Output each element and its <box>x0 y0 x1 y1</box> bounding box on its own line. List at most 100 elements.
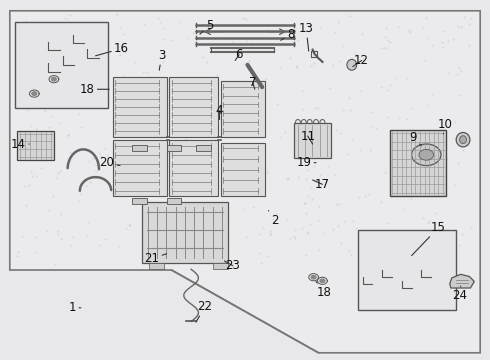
Point <box>381 35 389 40</box>
Point <box>56 57 64 62</box>
Point <box>190 234 197 240</box>
Text: 3: 3 <box>158 49 166 70</box>
Point <box>136 100 144 106</box>
Point <box>145 74 153 80</box>
Point <box>334 223 342 229</box>
Point <box>423 35 431 41</box>
Bar <box>169 77 218 137</box>
Point <box>460 14 468 20</box>
Point <box>303 229 311 235</box>
Point <box>54 229 62 234</box>
Point <box>140 129 148 135</box>
Point <box>424 102 432 108</box>
Text: 22: 22 <box>196 300 212 322</box>
Point <box>377 84 385 90</box>
Point <box>372 125 380 131</box>
Point <box>92 168 100 174</box>
Point <box>14 249 22 255</box>
Point <box>345 248 353 253</box>
Point <box>440 44 447 50</box>
Point <box>450 183 458 188</box>
Point <box>146 240 153 246</box>
Point <box>357 88 365 94</box>
Point <box>246 160 254 166</box>
Point <box>456 93 464 98</box>
Point <box>175 222 183 228</box>
Point <box>144 109 152 115</box>
Point <box>408 105 416 111</box>
Point <box>272 211 280 216</box>
Point <box>143 69 150 75</box>
Point <box>213 72 221 78</box>
Point <box>176 216 184 222</box>
Point <box>66 149 74 154</box>
Point <box>18 233 26 239</box>
Point <box>157 19 165 25</box>
Point <box>334 19 342 25</box>
Point <box>147 242 154 247</box>
Point <box>422 254 430 260</box>
Point <box>299 106 307 112</box>
Bar <box>142 202 228 263</box>
Point <box>114 243 122 249</box>
Point <box>261 169 269 175</box>
Point <box>360 58 368 64</box>
Bar <box>113 140 167 196</box>
Point <box>294 174 302 180</box>
Point <box>466 21 473 27</box>
Point <box>63 17 71 22</box>
Point <box>273 101 281 107</box>
Point <box>129 104 137 110</box>
Point <box>428 42 436 48</box>
Point <box>284 175 292 181</box>
Point <box>425 218 433 224</box>
Point <box>261 193 269 199</box>
Point <box>255 251 263 256</box>
Point <box>60 15 68 21</box>
Point <box>116 24 124 30</box>
Point <box>377 45 385 51</box>
Point <box>122 162 130 168</box>
Point <box>238 130 245 135</box>
Point <box>367 260 374 266</box>
Point <box>366 147 374 152</box>
Point <box>405 165 413 170</box>
Point <box>54 231 62 237</box>
Text: 24: 24 <box>452 286 467 302</box>
Point <box>458 231 466 237</box>
Point <box>208 121 216 127</box>
Point <box>167 37 175 43</box>
Point <box>266 228 274 234</box>
Point <box>93 162 100 168</box>
Point <box>57 212 65 217</box>
Point <box>357 147 365 153</box>
Point <box>304 129 312 134</box>
Point <box>314 217 321 223</box>
Point <box>329 226 337 232</box>
Bar <box>149 263 164 269</box>
Point <box>225 120 233 125</box>
Point <box>242 38 250 44</box>
Point <box>298 225 306 230</box>
Point <box>56 168 64 174</box>
Text: 16: 16 <box>96 42 129 56</box>
Text: 12: 12 <box>353 54 369 67</box>
Point <box>243 234 250 240</box>
Point <box>412 257 420 263</box>
Point <box>65 89 73 94</box>
Point <box>43 229 51 234</box>
Point <box>298 88 306 94</box>
Text: 17: 17 <box>313 178 330 191</box>
Point <box>172 144 179 150</box>
Point <box>183 238 191 243</box>
Point <box>177 202 185 208</box>
Point <box>325 163 333 169</box>
Polygon shape <box>311 275 316 279</box>
Text: 18: 18 <box>80 83 109 96</box>
Point <box>302 210 310 216</box>
Point <box>34 132 42 138</box>
Point <box>83 232 91 238</box>
Point <box>45 124 53 130</box>
Point <box>382 25 390 31</box>
Point <box>38 166 46 171</box>
